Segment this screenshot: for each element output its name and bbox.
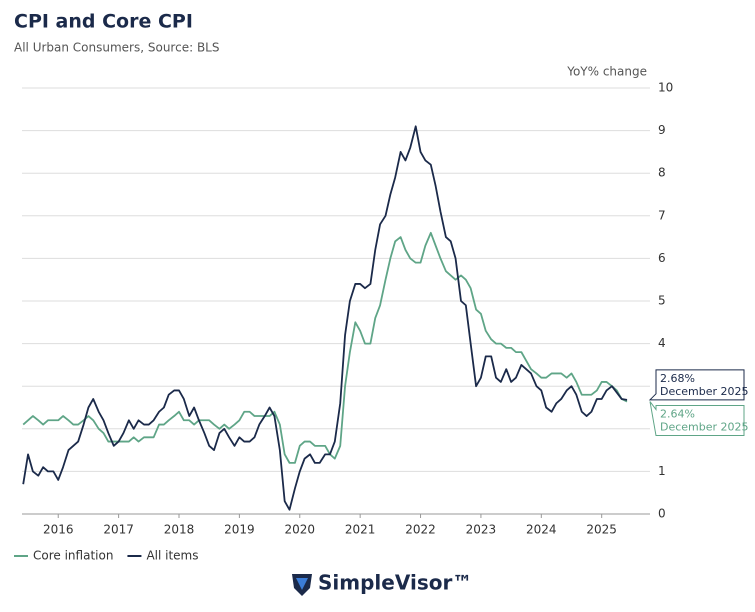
x-tick-label: 2016 (43, 523, 74, 537)
y-tick-label: 9 (658, 123, 666, 137)
end-label-value: 2.64% (660, 408, 695, 421)
end-label-box (648, 369, 745, 401)
x-tick-label: 2019 (224, 523, 255, 537)
x-tick-label: 2023 (466, 523, 497, 537)
logo: SimpleVisor™ (292, 571, 472, 596)
y-tick-label: 10 (658, 81, 673, 95)
y-tick-label: 0 (658, 507, 666, 521)
y-tick-label: 5 (658, 294, 666, 308)
y-tick-label: 6 (658, 251, 666, 265)
legend-label: All items (146, 549, 198, 563)
x-tick-label: 2025 (586, 523, 617, 537)
end-label: 2.64%December 2025 (649, 401, 749, 437)
x-tick-label: 2024 (526, 523, 557, 537)
x-tick-label: 2020 (284, 523, 315, 537)
y-axis-label: YoY% change (566, 65, 647, 79)
chart-subtitle: All Urban Consumers, Source: BLS (14, 41, 219, 55)
line-series (22, 231, 628, 464)
x-tick-label: 2017 (103, 523, 134, 537)
logo-text: SimpleVisor™ (318, 571, 472, 595)
x-tick-label: 2021 (345, 523, 376, 537)
legend-label: Core inflation (33, 549, 113, 563)
x-tick-label: 2018 (164, 523, 195, 537)
y-tick-label: 7 (658, 208, 666, 222)
y-tick-label: 4 (658, 336, 666, 350)
end-label-box (649, 401, 745, 437)
end-label-value: 2.68% (660, 372, 695, 385)
chart-title: CPI and Core CPI (14, 11, 193, 33)
end-label: 2.68%December 2025 (648, 369, 749, 401)
x-tick-label: 2022 (405, 523, 436, 537)
end-label-date: December 2025 (660, 421, 749, 434)
logo-icon-accent (296, 578, 308, 590)
line-series (22, 125, 628, 511)
y-tick-label: 1 (658, 464, 666, 478)
y-tick-label: 8 (658, 166, 666, 180)
end-label-date: December 2025 (660, 385, 749, 398)
